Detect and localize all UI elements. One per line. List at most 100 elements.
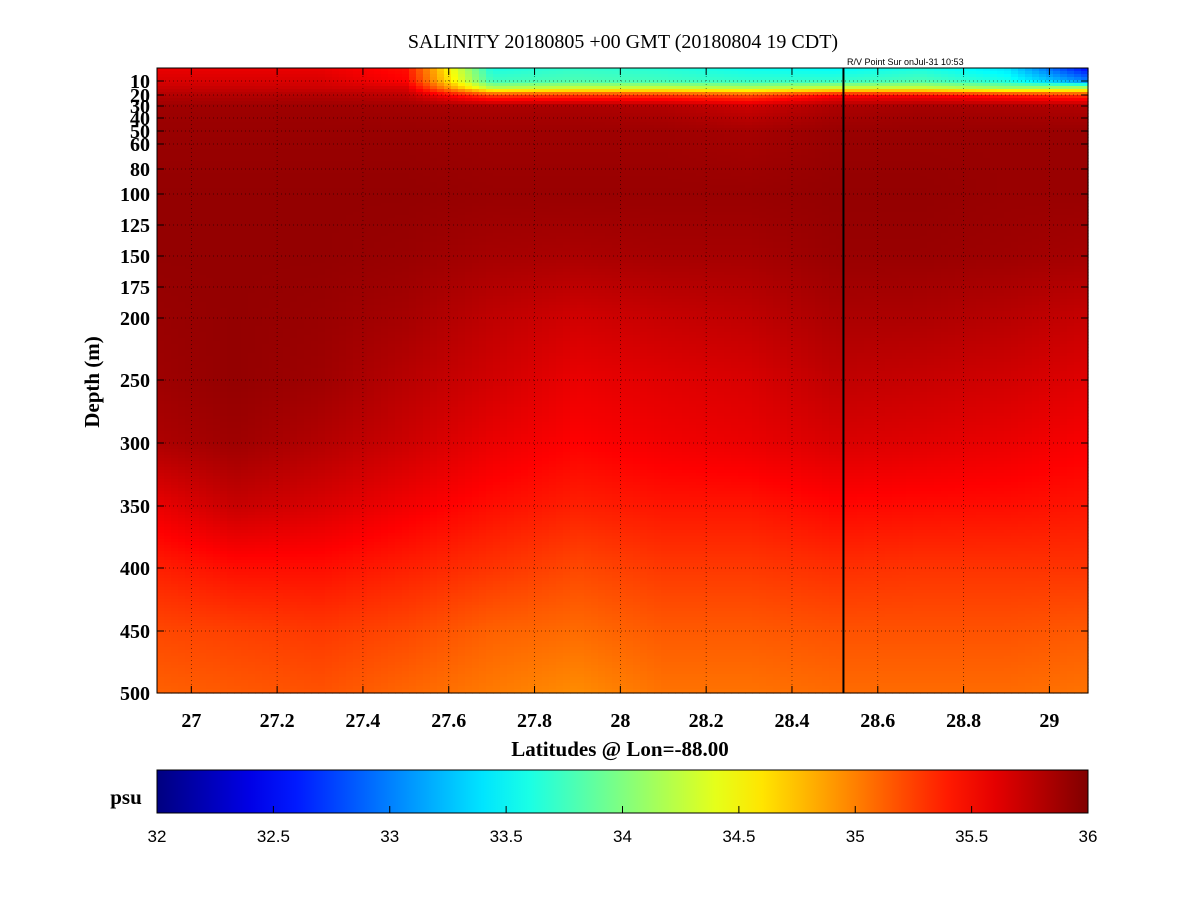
heatmap-cell [374, 95, 382, 99]
heatmap-cell [731, 77, 739, 81]
heatmap-cell [164, 71, 172, 75]
heatmap-cell [171, 119, 179, 123]
heatmap-cell [269, 98, 277, 102]
heatmap-cell [472, 83, 480, 87]
heatmap-cell [682, 140, 690, 144]
heatmap-cell [857, 110, 865, 114]
heatmap-cell [647, 134, 655, 138]
heatmap-cell [577, 80, 585, 84]
heatmap-cell [290, 125, 298, 129]
heatmap-cell [675, 140, 683, 144]
heatmap-cell [206, 131, 214, 135]
heatmap-cell [199, 92, 207, 96]
heatmap-cell [640, 116, 648, 120]
heatmap-cell [528, 116, 536, 120]
heatmap-cell [164, 80, 172, 84]
heatmap-cell [668, 80, 676, 84]
heatmap-cell [164, 113, 172, 117]
heatmap-cell [864, 128, 872, 132]
heatmap-cell [682, 68, 690, 72]
heatmap-cell [234, 83, 242, 87]
heatmap-cell [605, 107, 613, 111]
heatmap-cell [465, 119, 473, 123]
heatmap-cell [920, 116, 928, 120]
heatmap-cell [850, 77, 858, 81]
heatmap-cell [185, 140, 193, 144]
heatmap-cell [220, 107, 228, 111]
heatmap-cell [1067, 137, 1075, 141]
heatmap-cell [857, 92, 865, 96]
heatmap-cell [577, 113, 585, 117]
heatmap-cell [962, 89, 970, 93]
heatmap-cell [346, 140, 354, 144]
heatmap-cell [178, 83, 186, 87]
heatmap-cell [493, 89, 501, 93]
heatmap-cell [542, 71, 550, 75]
heatmap-cell [801, 83, 809, 87]
heatmap-cell [451, 101, 459, 105]
heatmap-cell [717, 140, 725, 144]
heatmap-cell [563, 107, 571, 111]
heatmap-cell [255, 83, 263, 87]
heatmap-cell [374, 71, 382, 75]
heatmap-cell [941, 101, 949, 105]
heatmap-cell [885, 122, 893, 126]
heatmap-cell [563, 80, 571, 84]
heatmap-cell [976, 116, 984, 120]
heatmap-cell [493, 137, 501, 141]
heatmap-cell [185, 104, 193, 108]
heatmap-cell [829, 68, 837, 72]
heatmap-cell [787, 107, 795, 111]
heatmap-cell [311, 122, 319, 126]
heatmap-cell [437, 134, 445, 138]
heatmap-cell [689, 95, 697, 99]
heatmap-cell [913, 107, 921, 111]
heatmap-cell [682, 89, 690, 93]
heatmap-cell [829, 110, 837, 114]
heatmap-cell [262, 107, 270, 111]
heatmap-cell [507, 116, 515, 120]
heatmap-cell [780, 83, 788, 87]
heatmap-cell [563, 116, 571, 120]
heatmap-cell [752, 140, 760, 144]
heatmap-cell [619, 74, 627, 78]
heatmap-cell [472, 140, 480, 144]
heatmap-cell [598, 80, 606, 84]
heatmap-cell [1081, 98, 1089, 102]
heatmap-cell [206, 95, 214, 99]
heatmap-cell [451, 125, 459, 129]
heatmap-cell [808, 101, 816, 105]
heatmap-cell [465, 95, 473, 99]
heatmap-cell [836, 116, 844, 120]
heatmap-cell [402, 83, 410, 87]
heatmap-cell [647, 131, 655, 135]
heatmap-cell [815, 116, 823, 120]
heatmap-cell [1032, 89, 1040, 93]
heatmap-cell [619, 86, 627, 90]
heatmap-cell [794, 119, 802, 123]
heatmap-cell [283, 110, 291, 114]
heatmap-cell [430, 80, 438, 84]
heatmap-cell [717, 92, 725, 96]
heatmap-cell [647, 74, 655, 78]
heatmap-cell [640, 86, 648, 90]
heatmap-cell [1011, 95, 1019, 99]
heatmap-cell [752, 131, 760, 135]
heatmap-cell [787, 68, 795, 72]
heatmap-cell [598, 128, 606, 132]
heatmap-cell [577, 98, 585, 102]
heatmap-cell [955, 101, 963, 105]
heatmap-cell [920, 77, 928, 81]
heatmap-cell [906, 140, 914, 144]
heatmap-cell [640, 83, 648, 87]
heatmap-cell [955, 86, 963, 90]
heatmap-cell [955, 80, 963, 84]
heatmap-cell [178, 134, 186, 138]
heatmap-cell [318, 128, 326, 132]
heatmap-cell [976, 95, 984, 99]
heatmap-cell [458, 86, 466, 90]
heatmap-cell [731, 95, 739, 99]
heatmap-cell [465, 122, 473, 126]
heatmap-cell [234, 71, 242, 75]
